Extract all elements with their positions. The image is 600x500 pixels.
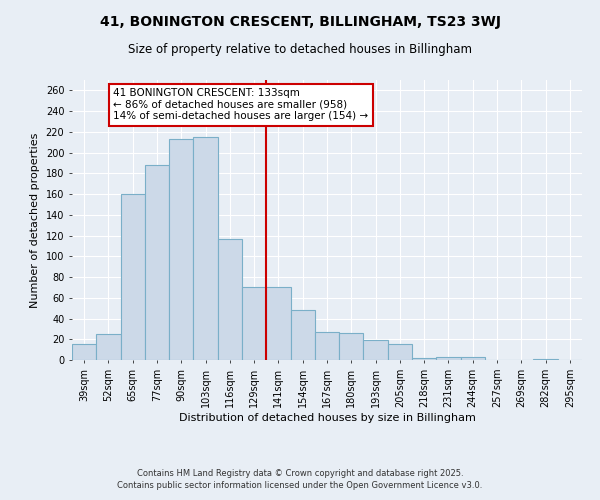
Bar xyxy=(533,359,558,360)
Bar xyxy=(218,238,242,360)
Bar xyxy=(242,288,266,360)
Bar xyxy=(145,165,169,360)
Bar xyxy=(169,139,193,360)
Text: Size of property relative to detached houses in Billingham: Size of property relative to detached ho… xyxy=(128,42,472,56)
Bar xyxy=(121,194,145,360)
Bar xyxy=(193,137,218,360)
Bar xyxy=(412,358,436,360)
X-axis label: Distribution of detached houses by size in Billingham: Distribution of detached houses by size … xyxy=(179,412,475,422)
Text: Contains HM Land Registry data © Crown copyright and database right 2025.
Contai: Contains HM Land Registry data © Crown c… xyxy=(118,468,482,490)
Bar xyxy=(72,344,96,360)
Text: 41, BONINGTON CRESCENT, BILLINGHAM, TS23 3WJ: 41, BONINGTON CRESCENT, BILLINGHAM, TS23… xyxy=(100,15,500,29)
Text: 41 BONINGTON CRESCENT: 133sqm
← 86% of detached houses are smaller (958)
14% of : 41 BONINGTON CRESCENT: 133sqm ← 86% of d… xyxy=(113,88,368,122)
Bar xyxy=(96,334,121,360)
Bar xyxy=(266,288,290,360)
Bar xyxy=(388,344,412,360)
Bar xyxy=(436,357,461,360)
Bar xyxy=(339,333,364,360)
Bar xyxy=(364,340,388,360)
Bar xyxy=(290,310,315,360)
Bar xyxy=(315,332,339,360)
Bar xyxy=(461,357,485,360)
Y-axis label: Number of detached properties: Number of detached properties xyxy=(30,132,40,308)
